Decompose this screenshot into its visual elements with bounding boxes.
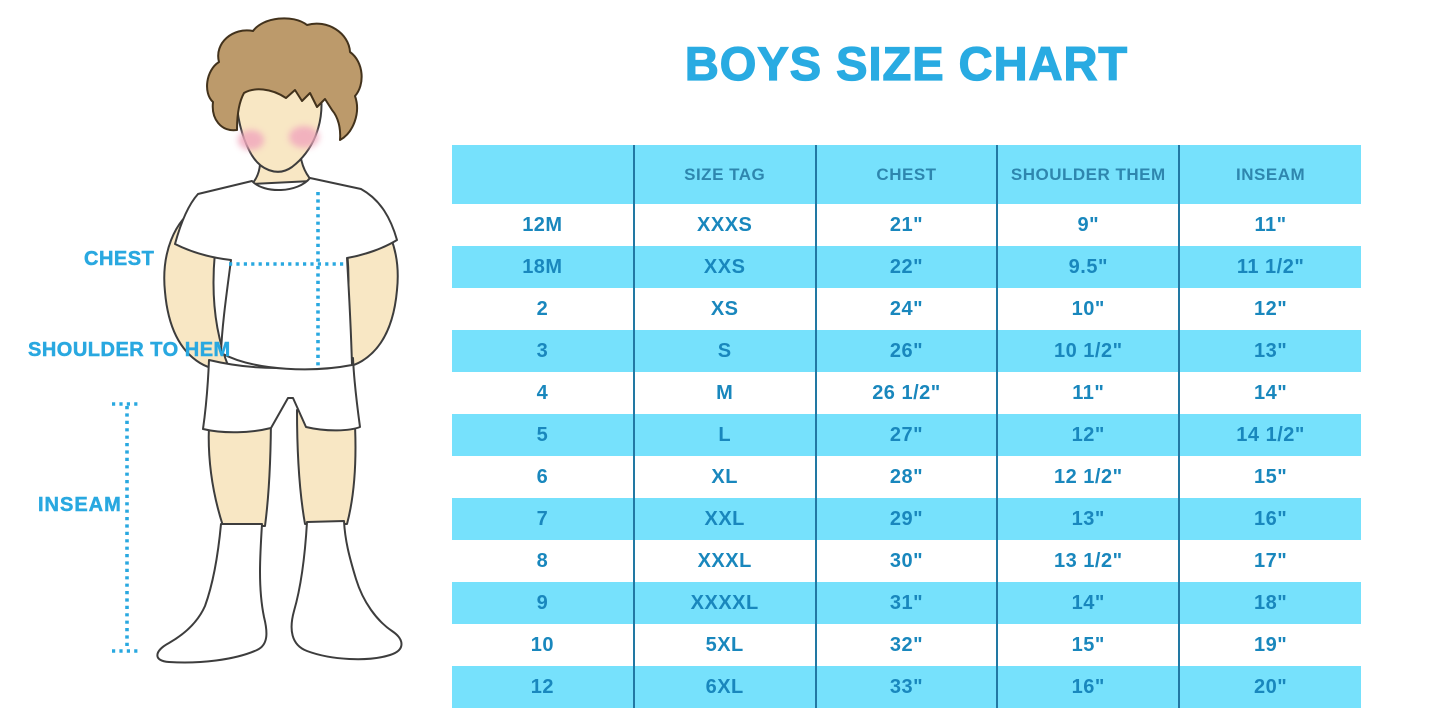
- column-header: [452, 145, 634, 204]
- boy-figure-illustration: CHEST SHOULDER TO HEM INSEAM: [0, 0, 452, 723]
- table-cell: 10": [996, 288, 1180, 330]
- table-cell: 10 1/2": [996, 330, 1180, 372]
- table-cell: L: [632, 414, 816, 456]
- table-cell: XXS: [632, 246, 816, 288]
- boy-hair: [206, 17, 363, 141]
- table-row: 7 XXL 29" 13" 16": [452, 498, 1361, 540]
- table-cell: 5: [452, 414, 634, 456]
- table-cell: 8: [452, 540, 634, 582]
- table-cell: 31": [814, 582, 998, 624]
- table-cell: 7: [452, 498, 634, 540]
- boy-left-cheek: [238, 130, 264, 150]
- table-cell: 15": [1178, 456, 1361, 498]
- table-cell: 3: [452, 330, 634, 372]
- table-row: 8 XXXL 30" 13 1/2" 17": [452, 540, 1361, 582]
- boy-right-sock: [290, 520, 403, 661]
- table-cell: XS: [632, 288, 816, 330]
- table-cell: 26 1/2": [814, 372, 998, 414]
- table-cell: XXXL: [632, 540, 816, 582]
- table-body: 12M XXXS 21" 9" 11" 18M XXS 22" 9.5" 11 1/2" 2 XS 24…: [452, 204, 1361, 708]
- table-cell: 12: [452, 666, 634, 708]
- table-cell: 11 1/2": [1178, 246, 1361, 288]
- table-cell: 10: [452, 624, 634, 666]
- table-cell: XXL: [632, 498, 816, 540]
- table-cell: 12M: [452, 204, 634, 246]
- table-cell: 26": [814, 330, 998, 372]
- boy-left-sock: [156, 523, 268, 664]
- column-header: SHOULDER THEM: [996, 145, 1180, 204]
- table-cell: 11": [1178, 204, 1361, 246]
- table-cell: 30": [814, 540, 998, 582]
- table-cell: 15": [996, 624, 1180, 666]
- table-cell: 18": [1178, 582, 1361, 624]
- table-cell: 5XL: [632, 624, 816, 666]
- chest-label: CHEST: [84, 248, 155, 271]
- page-title: BOYS SIZE CHART: [684, 36, 1129, 90]
- table-row: 2 XS 24" 10" 12": [452, 288, 1361, 330]
- table-cell: 14 1/2": [1178, 414, 1361, 456]
- table-cell: 13": [996, 498, 1180, 540]
- table-row: 10 5XL 32" 15" 19": [452, 624, 1361, 666]
- boy-tshirt: [174, 177, 398, 371]
- table-cell: 12": [1178, 288, 1361, 330]
- table-cell: 20": [1178, 666, 1361, 708]
- table-cell: XXXS: [632, 204, 816, 246]
- table-cell: 14": [1178, 372, 1361, 414]
- column-header: SIZE TAG: [632, 145, 816, 204]
- table-cell: 16": [1178, 498, 1361, 540]
- table-cell: 27": [814, 414, 998, 456]
- boy-left-leg: [207, 409, 272, 527]
- table-cell: 9.5": [996, 246, 1180, 288]
- table-cell: 14": [996, 582, 1180, 624]
- table-cell: 12": [996, 414, 1180, 456]
- table-row: 4 M 26 1/2" 11" 14": [452, 372, 1361, 414]
- column-header: INSEAM: [1178, 145, 1361, 204]
- table-cell: 17": [1178, 540, 1361, 582]
- table-cell: 9: [452, 582, 634, 624]
- table-cell: 28": [814, 456, 998, 498]
- table-row: 9 XXXXL 31" 14" 18": [452, 582, 1361, 624]
- boy-right-cheek: [289, 126, 319, 148]
- column-header: CHEST: [814, 145, 998, 204]
- table-row: 18M XXS 22" 9.5" 11 1/2": [452, 246, 1361, 288]
- table-header: SIZE TAG CHEST SHOULDER THEM INSEAM: [452, 145, 1361, 204]
- table-cell: 32": [814, 624, 998, 666]
- inseam-measure-line: [112, 402, 140, 653]
- table-cell: 19": [1178, 624, 1361, 666]
- table-cell: XL: [632, 456, 816, 498]
- table-cell: 9": [996, 204, 1180, 246]
- inseam-label: INSEAM: [38, 494, 122, 517]
- table-cell: M: [632, 372, 816, 414]
- header-row: SIZE TAG CHEST SHOULDER THEM INSEAM: [452, 145, 1361, 204]
- shoulder-to-hem-label: SHOULDER TO HEM: [28, 339, 231, 362]
- table-cell: 16": [996, 666, 1180, 708]
- table-cell: 2: [452, 288, 634, 330]
- table-row: 12 6XL 33" 16" 20": [452, 666, 1361, 708]
- table-cell: 13 1/2": [996, 540, 1180, 582]
- table-cell: 6XL: [632, 666, 816, 708]
- table-row: 12M XXXS 21" 9" 11": [452, 204, 1361, 246]
- table-cell: 4: [452, 372, 634, 414]
- table-row: 6 XL 28" 12 1/2" 15": [452, 456, 1361, 498]
- table-cell: 6: [452, 456, 634, 498]
- table-cell: 11": [996, 372, 1180, 414]
- table-cell: 22": [814, 246, 998, 288]
- table-cell: 12 1/2": [996, 456, 1180, 498]
- table-cell: 21": [814, 204, 998, 246]
- size-chart-table: SIZE TAG CHEST SHOULDER THEM INSEAM 12M XXXS…: [452, 145, 1361, 708]
- table-cell: XXXXL: [632, 582, 816, 624]
- table-row: 5 L 27" 12" 14 1/2": [452, 414, 1361, 456]
- table-cell: S: [632, 330, 816, 372]
- boy-figure-svg: [112, 17, 403, 664]
- table-cell: 18M: [452, 246, 634, 288]
- table-cell: 24": [814, 288, 998, 330]
- boy-right-leg: [296, 407, 357, 525]
- table-row: 3 S 26" 10 1/2" 13": [452, 330, 1361, 372]
- table-cell: 33": [814, 666, 998, 708]
- table-cell: 13": [1178, 330, 1361, 372]
- table-cell: 29": [814, 498, 998, 540]
